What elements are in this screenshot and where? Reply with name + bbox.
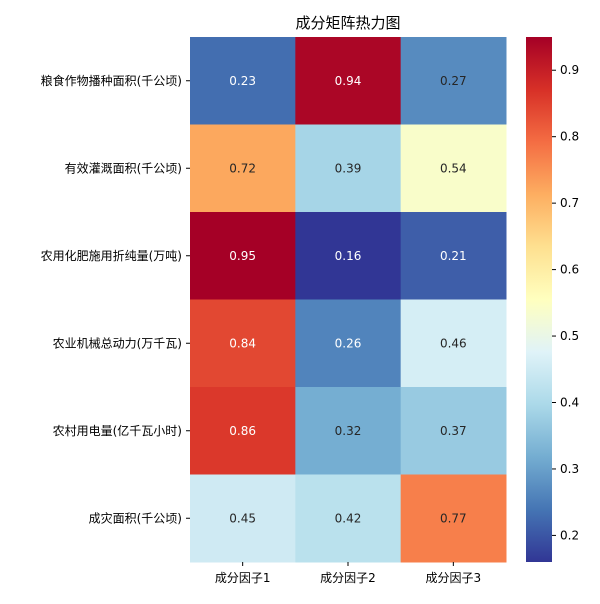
colorbar-tick-label: 0.6 bbox=[560, 263, 579, 277]
colorbar-tick-label: 0.8 bbox=[560, 130, 579, 144]
heatmap-cell bbox=[295, 474, 402, 563]
cell-value-label: 0.86 bbox=[229, 424, 256, 438]
cell-value-label: 0.45 bbox=[229, 511, 256, 525]
heatmap-cell bbox=[295, 387, 402, 475]
cell-value-label: 0.77 bbox=[440, 511, 467, 525]
heatmap-cell bbox=[190, 124, 296, 213]
heatmap-cell bbox=[295, 299, 402, 388]
column-labels: 成分因子1 成分因子2 成分因子3 bbox=[215, 562, 481, 585]
cell-value-label: 0.84 bbox=[229, 336, 256, 350]
row-label: 农村用电量(亿千瓦小时) bbox=[53, 423, 182, 438]
colorbar: 0.2 0.3 0.4 0.5 0.6 0.7 0.8 0.9 bbox=[526, 37, 579, 562]
row-label: 农业机械总动力(万千瓦) bbox=[53, 335, 182, 350]
heatmap-cell bbox=[400, 37, 507, 125]
column-label: 成分因子3 bbox=[426, 571, 482, 585]
cell-value-label: 0.26 bbox=[335, 336, 362, 350]
heatmap-cell bbox=[190, 212, 296, 300]
heatmap-cell bbox=[190, 37, 296, 125]
heatmap-cell bbox=[400, 299, 507, 388]
row-labels: 粮食作物播种面积(千公顷) 有效灌溉面积(千公顷) 农用化肥施用折纯量(万吨) 农业机… bbox=[41, 73, 190, 525]
row-label: 有效灌溉面积(千公顷) bbox=[65, 160, 182, 175]
heatmap-cell bbox=[400, 212, 507, 300]
colorbar-gradient bbox=[526, 37, 552, 562]
heatmap-cells: 0.23 0.94 0.27 0.72 0.39 0.54 0.95 0.16 0.21 0.84… bbox=[190, 37, 507, 563]
cell-value-label: 0.21 bbox=[440, 249, 467, 263]
heatmap-cell bbox=[400, 474, 507, 563]
heatmap-cell bbox=[190, 387, 296, 475]
colorbar-tick-label: 0.4 bbox=[560, 396, 579, 410]
cell-value-label: 0.37 bbox=[440, 424, 467, 438]
heatmap-cell bbox=[295, 124, 402, 213]
cell-value-label: 0.95 bbox=[229, 249, 256, 263]
cell-value-label: 0.27 bbox=[440, 74, 467, 88]
cell-value-label: 0.42 bbox=[335, 511, 362, 525]
cell-value-label: 0.72 bbox=[229, 161, 256, 175]
row-label: 成灾面积(千公顷) bbox=[89, 510, 182, 525]
heatmap-cell bbox=[400, 387, 507, 475]
cell-value-label: 0.32 bbox=[335, 424, 362, 438]
cell-value-label: 0.54 bbox=[440, 161, 467, 175]
column-label: 成分因子2 bbox=[320, 571, 376, 585]
row-label: 农用化肥施用折纯量(万吨) bbox=[41, 248, 182, 263]
cell-value-label: 0.39 bbox=[335, 161, 362, 175]
colorbar-tick-label: 0.9 bbox=[560, 63, 579, 77]
chart-title: 成分矩阵热力图 bbox=[295, 14, 400, 32]
cell-value-label: 0.46 bbox=[440, 336, 467, 350]
colorbar-tick-label: 0.2 bbox=[560, 528, 579, 542]
colorbar-tick-label: 0.5 bbox=[560, 329, 579, 343]
heatmap-cell bbox=[295, 212, 402, 300]
heatmap-cell bbox=[400, 124, 507, 213]
cell-value-label: 0.16 bbox=[335, 249, 362, 263]
colorbar-tick-label: 0.3 bbox=[560, 462, 579, 476]
column-label: 成分因子1 bbox=[215, 571, 271, 585]
row-label: 粮食作物播种面积(千公顷) bbox=[41, 73, 182, 88]
cell-value-label: 0.94 bbox=[335, 74, 362, 88]
heatmap-cell bbox=[190, 474, 296, 563]
cell-value-label: 0.23 bbox=[229, 74, 256, 88]
heatmap-cell bbox=[190, 299, 296, 388]
heatmap-cell bbox=[295, 37, 402, 125]
colorbar-tick-label: 0.7 bbox=[560, 196, 579, 210]
